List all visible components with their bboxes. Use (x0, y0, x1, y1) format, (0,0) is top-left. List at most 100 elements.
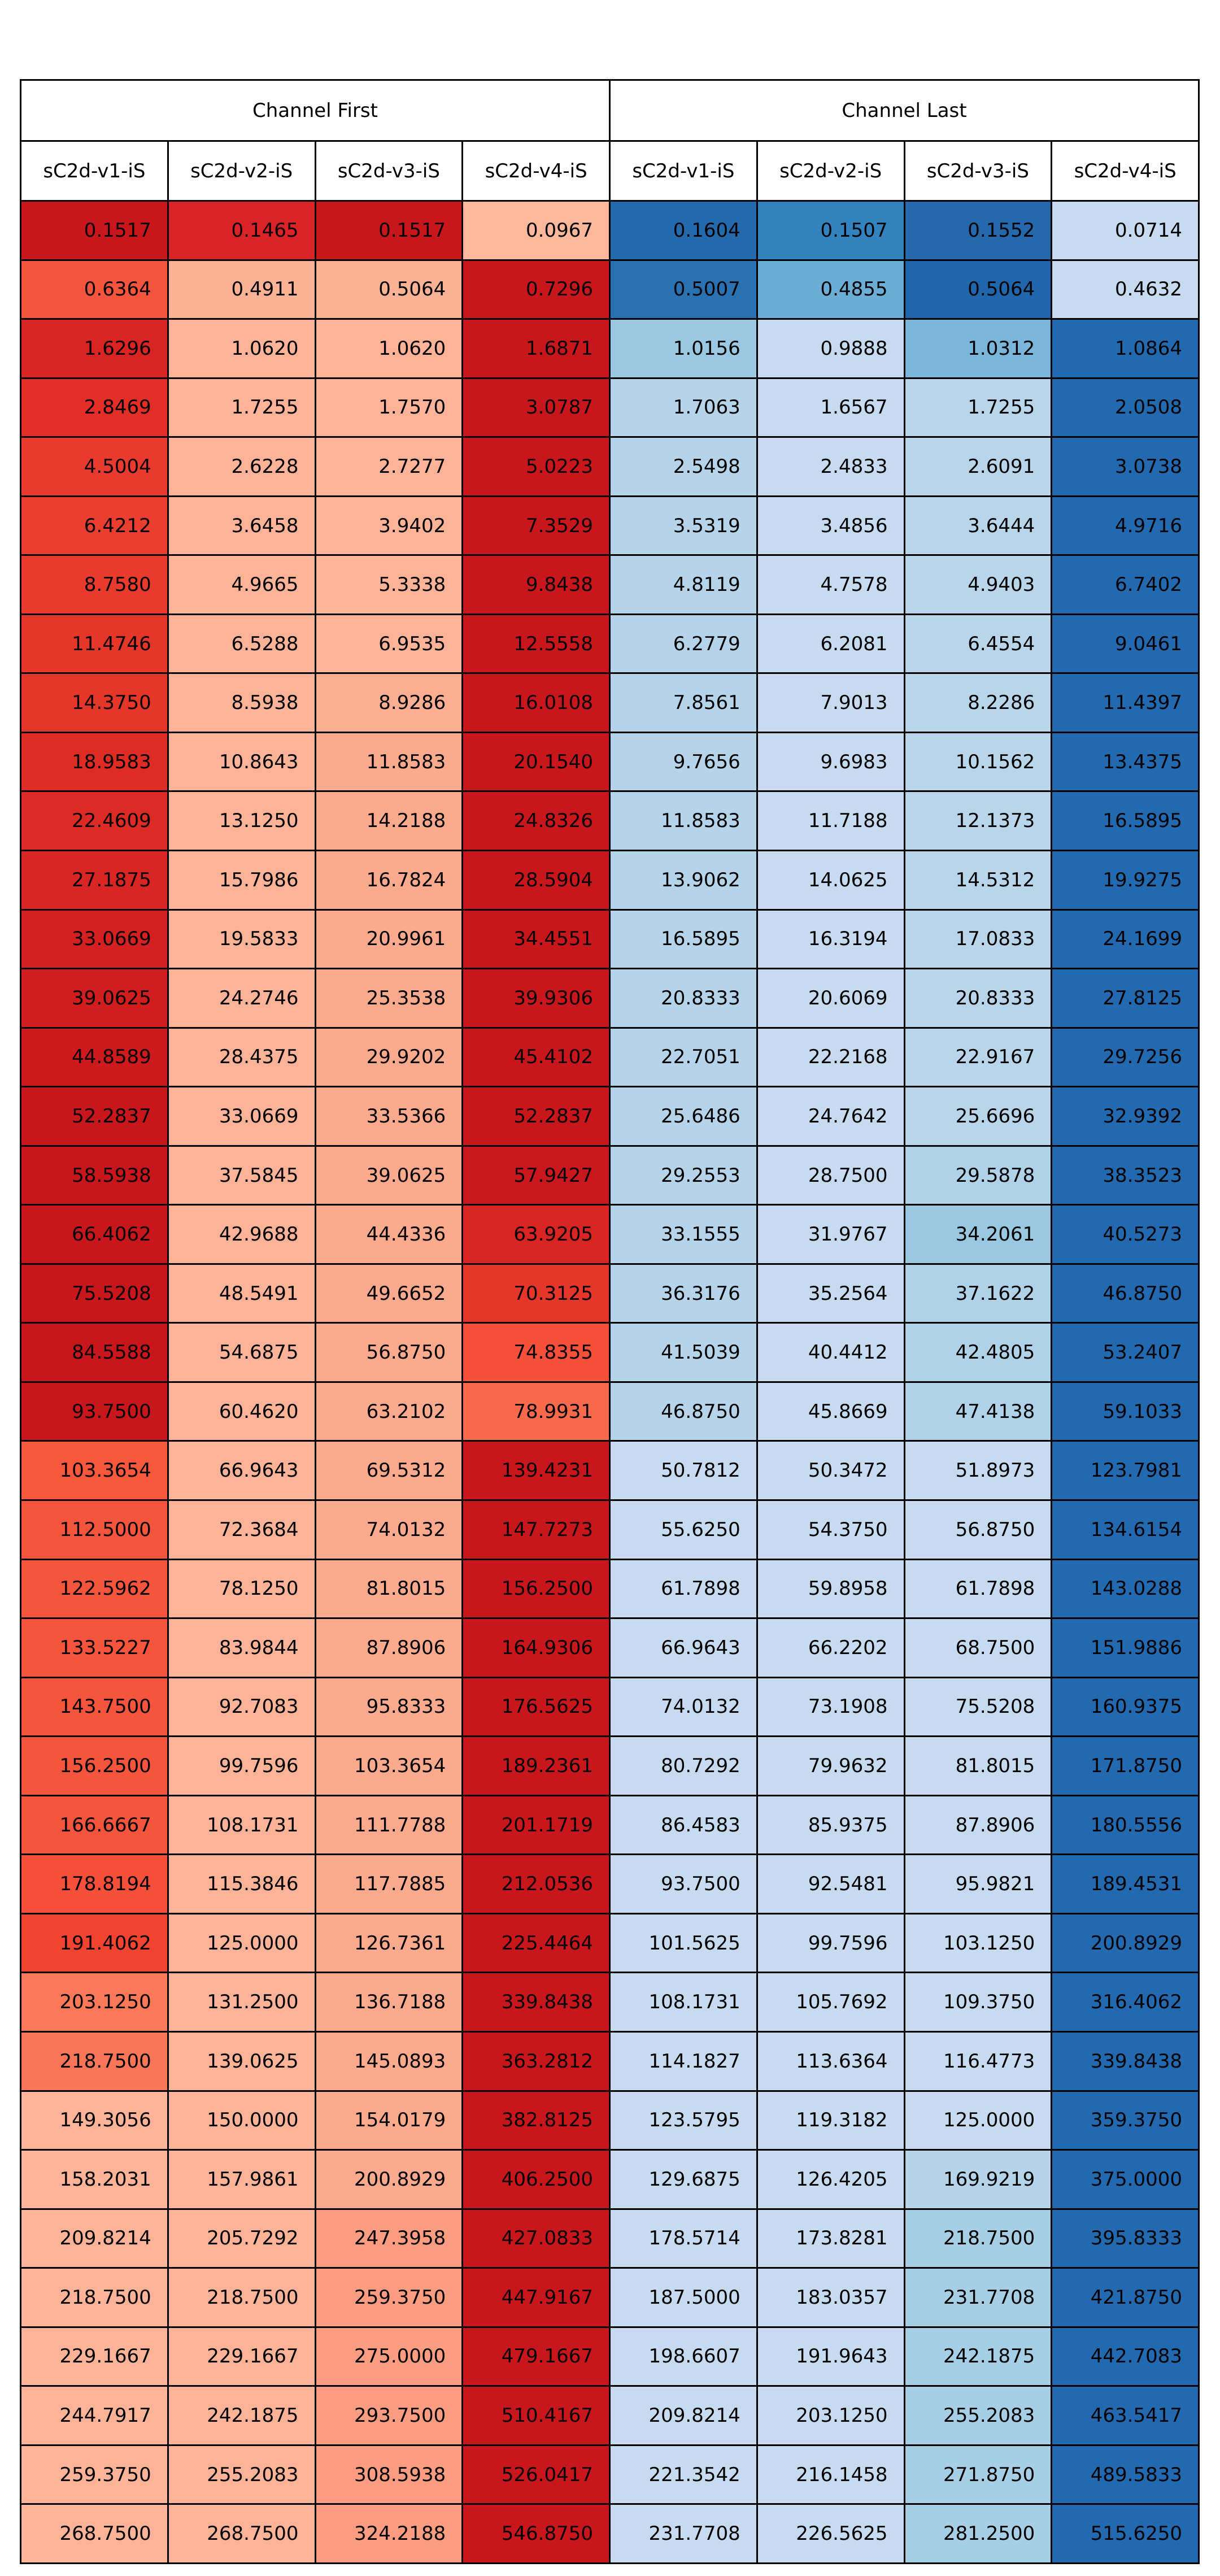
heatmap-cell: 6.9535 (314, 613, 464, 675)
heatmap-cell: 136.7188 (314, 1972, 464, 2033)
heatmap-cell: 25.6486 (609, 1086, 758, 1147)
heatmap-cell: 29.7256 (1051, 1026, 1200, 1088)
heatmap-cell: 151.9886 (1051, 1617, 1200, 1678)
table-row: 203.1250 131.2500 136.7188 339.8438 108.1731… (20, 1972, 1200, 2033)
heatmap-cell: 115.3846 (167, 1853, 316, 1914)
heatmap-cell: 38.3523 (1051, 1145, 1200, 1206)
heatmap-cell: 526.0417 (461, 2444, 611, 2505)
heatmap-cell: 0.4632 (1051, 259, 1200, 320)
heatmap-cell: 259.3750 (314, 2267, 464, 2328)
heatmap-cell: 119.3182 (756, 2090, 905, 2151)
heatmap-cell: 0.1507 (756, 200, 905, 261)
heatmap-cell: 6.2081 (756, 613, 905, 675)
heatmap-cell: 39.9306 (461, 968, 611, 1029)
heatmap-cell: 111.7788 (314, 1794, 464, 1856)
heatmap-cell: 9.8438 (461, 554, 611, 615)
heatmap-cell: 48.5491 (167, 1263, 316, 1324)
heatmap-cell: 3.0787 (461, 377, 611, 438)
heatmap-cell: 92.5481 (756, 1853, 905, 1914)
heatmap-cell: 375.0000 (1051, 2149, 1200, 2210)
heatmap-cell: 117.7885 (314, 1853, 464, 1914)
heatmap-cell: 226.5625 (756, 2503, 905, 2564)
heatmap-cell: 0.7296 (461, 259, 611, 320)
heatmap-cell: 1.0312 (903, 318, 1053, 379)
heatmap-cell: 75.5208 (20, 1263, 169, 1324)
heatmap-cell: 255.2083 (167, 2444, 316, 2505)
heatmap-cell: 160.9375 (1051, 1676, 1200, 1738)
heatmap-cell: 49.6652 (314, 1263, 464, 1324)
heatmap-cell: 9.0461 (1051, 613, 1200, 675)
heatmap-cell: 109.3750 (903, 1972, 1053, 2033)
heatmap-cell: 8.7580 (20, 554, 169, 615)
heatmap-cell: 139.0625 (167, 2030, 316, 2092)
heatmap-cell: 1.0620 (314, 318, 464, 379)
heatmap-cell: 126.4205 (756, 2149, 905, 2210)
heatmap-cell: 463.5417 (1051, 2385, 1200, 2446)
heatmap-cell: 200.8929 (314, 2149, 464, 2210)
heatmap-cell: 105.7692 (756, 1972, 905, 2033)
table-row: 52.2837 33.0669 33.5366 52.2837 25.6486 24.76… (20, 1086, 1200, 1147)
heatmap-cell: 203.1250 (20, 1972, 169, 2033)
heatmap-cell: 1.7255 (167, 377, 316, 438)
column-header: sC2d-v2-iS (167, 140, 316, 202)
heatmap-cell: 271.8750 (903, 2444, 1053, 2505)
heatmap-cell: 84.5588 (20, 1322, 169, 1383)
heatmap-cell: 2.8469 (20, 377, 169, 438)
heatmap-cell: 189.2361 (461, 1735, 611, 1796)
table-row: 58.5938 37.5845 39.0625 57.9427 29.2553 28.75… (20, 1145, 1200, 1206)
heatmap-cell: 363.2812 (461, 2030, 611, 2092)
heatmap-cell: 69.5312 (314, 1440, 464, 1502)
heatmap-cell: 145.0893 (314, 2030, 464, 2092)
heatmap-cell: 421.8750 (1051, 2267, 1200, 2328)
heatmap-cell: 3.9402 (314, 495, 464, 556)
heatmap-cell: 229.1667 (167, 2326, 316, 2387)
heatmap-cell: 0.1465 (167, 200, 316, 261)
heatmap-cell: 2.6091 (903, 436, 1053, 497)
heatmap-cell: 158.2031 (20, 2149, 169, 2210)
heatmap-cell: 515.6250 (1051, 2503, 1200, 2564)
heatmap-cell: 10.1562 (903, 731, 1053, 793)
heatmap-cell: 3.5319 (609, 495, 758, 556)
heatmap-cell: 16.7824 (314, 850, 464, 911)
heatmap-cell: 40.4412 (756, 1322, 905, 1383)
heatmap-cell: 72.3684 (167, 1499, 316, 1560)
table-row: 244.7917 242.1875 293.7500 510.4167 209.8214… (20, 2385, 1200, 2446)
heatmap-cell: 9.7656 (609, 731, 758, 793)
heatmap-cell: 447.9167 (461, 2267, 611, 2328)
group-header-channel-first: Channel First (20, 79, 611, 142)
table-row: 0.1517 0.1465 0.1517 0.0967 0.1604 0.1507 0.15… (20, 200, 1200, 261)
heatmap-cell: 47.4138 (903, 1381, 1053, 1442)
heatmap-cell: 50.7812 (609, 1440, 758, 1502)
heatmap-cell: 268.7500 (20, 2503, 169, 2564)
heatmap-cell: 9.6983 (756, 731, 905, 793)
heatmap-cell: 489.5833 (1051, 2444, 1200, 2505)
heatmap-cell: 178.8194 (20, 1853, 169, 1914)
heatmap-cell: 39.0625 (20, 968, 169, 1029)
heatmap-cell: 4.9403 (903, 554, 1053, 615)
heatmap-cell: 173.8281 (756, 2208, 905, 2269)
heatmap-cell: 32.9392 (1051, 1086, 1200, 1147)
heatmap-cell: 1.6296 (20, 318, 169, 379)
heatmap-cell: 112.5000 (20, 1499, 169, 1560)
heatmap-cell: 156.2500 (20, 1735, 169, 1796)
heatmap-cell: 44.8589 (20, 1026, 169, 1088)
table-row: 84.5588 54.6875 56.8750 74.8355 41.5039 40.44… (20, 1322, 1200, 1383)
heatmap-cell: 308.5938 (314, 2444, 464, 2505)
heatmap-cell: 176.5625 (461, 1676, 611, 1738)
heatmap-cell: 63.2102 (314, 1381, 464, 1442)
heatmap-cell: 225.4464 (461, 1912, 611, 1974)
heatmap-cell: 180.5556 (1051, 1794, 1200, 1856)
heatmap-cell: 218.7500 (903, 2208, 1053, 2269)
table-row: 27.1875 15.7986 16.7824 28.5904 13.9062 14.06… (20, 850, 1200, 911)
table-row: 75.5208 48.5491 49.6652 70.3125 36.3176 35.25… (20, 1263, 1200, 1324)
heatmap-cell: 183.0357 (756, 2267, 905, 2328)
heatmap-cell: 61.7898 (609, 1558, 758, 1620)
heatmap-cell: 52.2837 (20, 1086, 169, 1147)
heatmap-cell: 14.3750 (20, 672, 169, 733)
heatmap-cell: 131.2500 (167, 1972, 316, 2033)
heatmap-cell: 229.1667 (20, 2326, 169, 2387)
heatmap-cell: 66.9643 (609, 1617, 758, 1678)
heatmap-cell: 0.4911 (167, 259, 316, 320)
heatmap-cell: 2.7277 (314, 436, 464, 497)
heatmap-cell: 57.9427 (461, 1145, 611, 1206)
